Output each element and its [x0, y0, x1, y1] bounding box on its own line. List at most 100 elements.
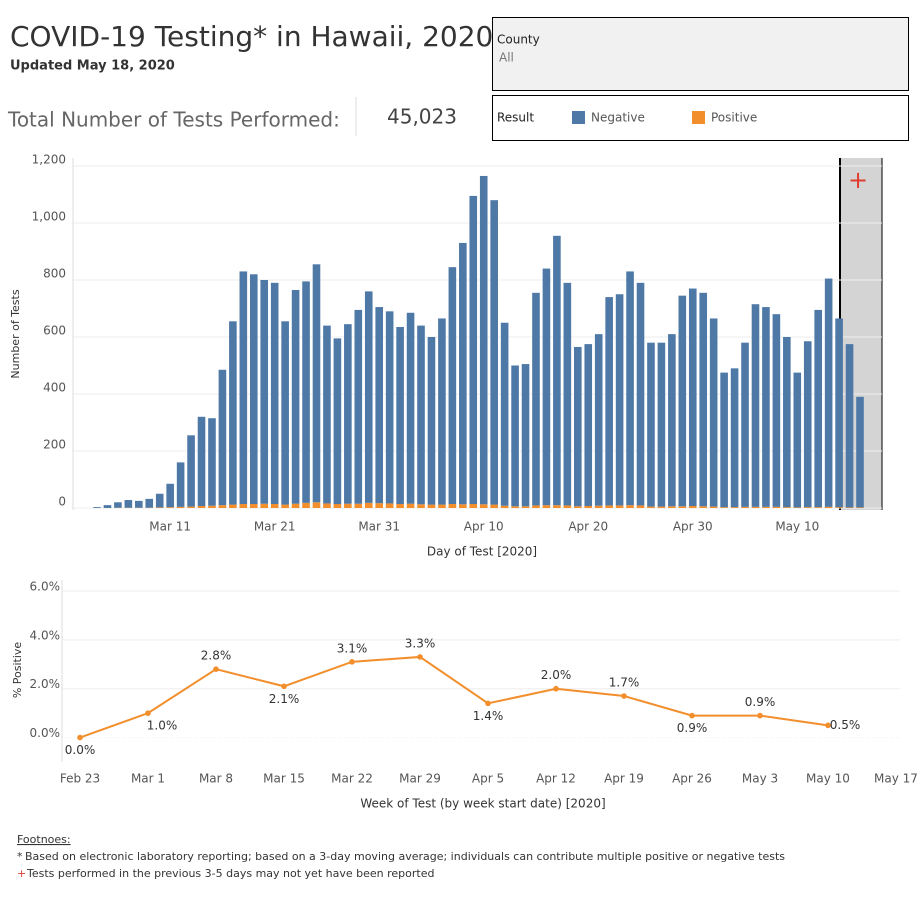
bar-segment	[176, 462, 185, 507]
bar-segment	[166, 507, 174, 508]
bar-segment	[709, 506, 718, 508]
bar-segment	[835, 507, 843, 508]
y-tick-label: 0	[58, 495, 66, 509]
bar-segment	[187, 435, 195, 507]
bar-segment	[448, 504, 457, 508]
x-tick-label: Mar 31	[358, 520, 400, 534]
bar-segment	[124, 500, 133, 508]
data-label: 3.3%	[405, 636, 436, 650]
bar-segment	[605, 505, 613, 508]
bar-segment	[594, 334, 603, 506]
x-tick-label: Feb 23	[60, 772, 100, 786]
point	[553, 685, 559, 692]
county-filter[interactable]	[492, 17, 909, 91]
bar-segment	[835, 318, 843, 508]
bar-segment	[176, 506, 185, 508]
x-tick-label: Mar 8	[199, 772, 233, 786]
x-tick-label: May 10	[806, 772, 850, 786]
bar-segment	[197, 506, 206, 508]
bar-segment	[584, 344, 593, 507]
bar-segment	[333, 338, 342, 505]
bar-segment	[845, 507, 854, 508]
bar-segment	[459, 504, 467, 508]
point	[417, 654, 423, 660]
x-tick-label: Mar 22	[331, 772, 373, 786]
bar-segment	[678, 506, 687, 508]
bar-segment	[500, 322, 509, 506]
point	[145, 710, 151, 716]
bar-segment	[668, 506, 676, 508]
data-label: 2.8%	[201, 649, 232, 663]
bar-segment	[448, 267, 457, 505]
bar-segment	[479, 175, 488, 505]
data-label: 0.9%	[745, 695, 776, 709]
bar-segment	[584, 506, 593, 508]
bar-segment	[730, 507, 739, 508]
legend-title: Result	[497, 111, 534, 125]
bar-segment	[354, 503, 363, 508]
x-tick-label: May 10	[775, 520, 819, 534]
bar-segment	[270, 282, 279, 505]
data-label: 0.0%	[65, 743, 96, 757]
bar-segment	[657, 342, 666, 507]
bar-segment	[438, 504, 446, 508]
bar-segment	[249, 504, 258, 508]
bar-segment	[208, 418, 216, 506]
bar-segment	[385, 503, 394, 508]
bar-segment	[762, 307, 770, 507]
point	[621, 693, 627, 699]
bar-segment	[218, 369, 227, 506]
bar-segment	[845, 344, 854, 508]
bar-segment	[783, 507, 791, 508]
bar-segment	[615, 294, 624, 506]
y-tick-label: 0.0%	[30, 726, 61, 740]
line	[79, 655, 829, 739]
x-tick-label: Apr 5	[472, 772, 504, 786]
bar-segment	[532, 292, 540, 506]
bar-segment	[438, 318, 446, 505]
bar-segment	[427, 504, 436, 508]
bar-segment	[500, 505, 509, 508]
bar-segment	[762, 506, 770, 508]
x-tick-label: Apr 19	[604, 772, 644, 786]
bar-segment	[563, 505, 572, 508]
x-tick-label: Mar 21	[254, 520, 296, 534]
y-tick-label: 2.0%	[30, 677, 61, 691]
bar-segment	[239, 271, 248, 505]
data-label: 3.1%	[337, 641, 368, 655]
point	[689, 712, 695, 719]
bar-segment	[772, 314, 781, 507]
bar-segment	[406, 312, 415, 504]
bar-segment	[396, 327, 404, 505]
point	[349, 659, 355, 665]
footnote-marker: *	[17, 850, 23, 863]
x-tick-label: Apr 30	[673, 520, 713, 534]
x-tick-label: Mar 1	[131, 772, 165, 786]
bar-segment	[553, 235, 561, 506]
bar-segment	[856, 396, 864, 508]
bar-segment	[751, 304, 760, 507]
x-tick-label: May 17	[874, 772, 918, 786]
bar-segment	[469, 195, 478, 505]
y-tick-label: 600	[43, 323, 66, 337]
legend-label: Negative	[591, 111, 645, 125]
data-label: 1.7%	[609, 676, 640, 690]
x-tick-label: Apr 26	[672, 772, 712, 786]
y-tick-label: 1,200	[32, 152, 66, 166]
bar-segment	[751, 506, 760, 508]
bar-segment	[385, 311, 394, 504]
bar-segment	[187, 506, 195, 508]
y-tick-label: 6.0%	[30, 579, 61, 593]
bar-segment	[323, 503, 331, 508]
bar-segment	[417, 325, 425, 505]
bar-segment	[312, 264, 321, 503]
bar-segment	[354, 309, 363, 504]
bar-segment	[375, 307, 384, 504]
bar-segment	[521, 364, 530, 507]
bar-segment	[291, 289, 300, 504]
legend-swatch	[572, 111, 585, 124]
bar-segment	[793, 507, 802, 508]
bar-segment	[281, 504, 289, 508]
bar-segment	[229, 321, 237, 505]
bar-segment	[302, 281, 310, 503]
